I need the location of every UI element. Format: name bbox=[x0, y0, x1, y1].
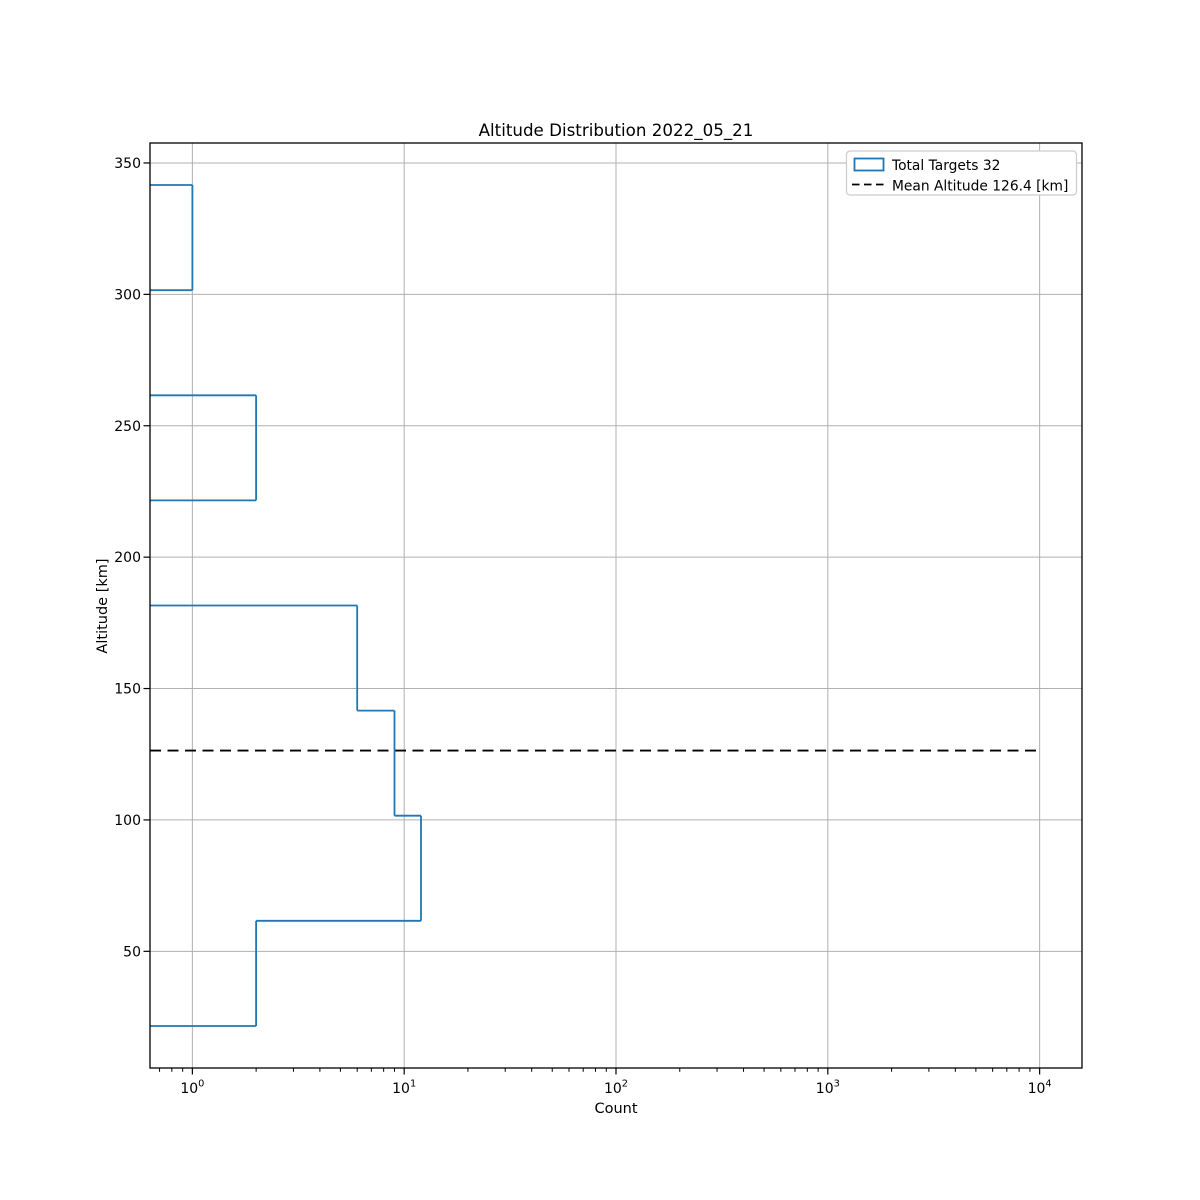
plot-border bbox=[149, 142, 1083, 1069]
y-axis-label: Altitude [km] bbox=[95, 558, 111, 653]
histogram-step-path bbox=[150, 184, 422, 1027]
y-tick-label: 250 bbox=[114, 419, 141, 435]
y-tick-label: 350 bbox=[114, 156, 141, 172]
y-tick-label: 150 bbox=[114, 682, 141, 698]
legend-frame bbox=[845, 150, 1078, 196]
legend: Total Targets 32 Mean Altitude 126.4 [km… bbox=[845, 150, 1078, 196]
plot-data-layer bbox=[150, 184, 1040, 1027]
y-tick-label: 200 bbox=[114, 550, 141, 566]
gridlines-layer bbox=[150, 143, 1082, 1068]
chart-title: Altitude Distribution 2022_05_21 bbox=[479, 120, 754, 141]
legend-label-mean-altitude: Mean Altitude 126.4 [km] bbox=[892, 179, 1068, 195]
x-axis-label: Count bbox=[594, 1101, 637, 1117]
x-tick-label: 103 bbox=[816, 1079, 840, 1098]
x-tick-label: 104 bbox=[1028, 1079, 1052, 1098]
legend-label-total-targets: Total Targets 32 bbox=[891, 158, 1000, 174]
y-tick-label: 50 bbox=[123, 944, 141, 960]
axes-layer: 100 101 102 103 104 50 100 150 200 250 300 350 bbox=[114, 142, 1083, 1098]
legend-histogram-swatch-icon bbox=[853, 157, 885, 172]
x-tick-label: 101 bbox=[392, 1079, 416, 1098]
x-tick-label: 100 bbox=[180, 1079, 204, 1098]
y-tick-label: 100 bbox=[114, 813, 141, 829]
x-tick-label: 102 bbox=[604, 1079, 628, 1098]
y-tick-label: 300 bbox=[114, 287, 141, 303]
